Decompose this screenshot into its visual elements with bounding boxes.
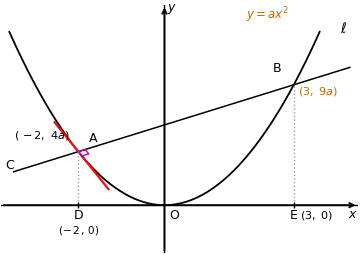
Text: A: A [89, 132, 98, 145]
Text: E: E [290, 209, 298, 222]
Text: $x$: $x$ [348, 208, 358, 221]
Text: $(3,\ 0)$: $(3,\ 0)$ [300, 209, 333, 222]
Text: $y$: $y$ [167, 2, 177, 15]
Text: O: O [169, 209, 179, 222]
Text: $(\,-2,\ 4a)$: $(\,-2,\ 4a)$ [14, 129, 69, 142]
Text: B: B [273, 62, 282, 75]
Text: $y = ax^2$: $y = ax^2$ [246, 5, 289, 25]
Text: $(3,\ 9a)$: $(3,\ 9a)$ [298, 85, 338, 98]
Text: D: D [73, 209, 83, 222]
Text: $\ell$: $\ell$ [340, 21, 347, 36]
Text: C: C [5, 158, 14, 171]
Text: $(-\,2\,,\,0)$: $(-\,2\,,\,0)$ [58, 224, 99, 237]
